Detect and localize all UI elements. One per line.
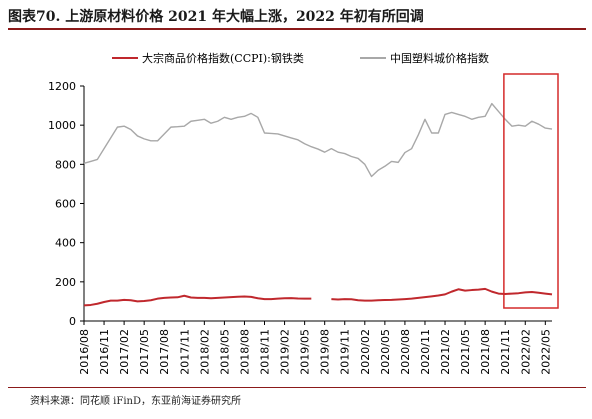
footer-divider <box>8 387 586 388</box>
x-tick-label: 2022/02 <box>519 329 532 375</box>
x-tick-label: 2019/11 <box>339 329 352 375</box>
legend-label-plastic: 中国塑料城价格指数 <box>390 51 489 65</box>
series-line-ccpi <box>83 287 553 307</box>
x-tick-label: 2020/05 <box>379 329 392 375</box>
series-layer <box>83 102 553 307</box>
legend-label-ccpi: 大宗商品价格指数(CCPI):钢铁类 <box>142 51 304 65</box>
y-tick-label: 400 <box>55 237 76 250</box>
x-tick-label: 2017/05 <box>138 329 151 375</box>
y-tick-label: 200 <box>55 276 76 289</box>
x-tick-label: 2020/08 <box>399 329 412 375</box>
chart-legend: 大宗商品价格指数(CCPI):钢铁类 中国塑料城价格指数 <box>112 51 489 65</box>
x-tick-label: 2018/08 <box>238 329 251 375</box>
y-tick-label: 1000 <box>48 119 76 132</box>
x-tick-label: 2021/08 <box>479 329 492 375</box>
x-tick-label: 2018/02 <box>198 329 211 375</box>
x-tick-label: 2022/05 <box>539 329 552 375</box>
source-note: 资料来源：同花顺 iFinD，东亚前海证券研究所 <box>30 396 241 407</box>
x-axis-ticks: 2016/08 2016/11 2017/02 2017/05 2017/08 2017/… <box>78 321 552 375</box>
x-tick-label: 2019/05 <box>299 329 312 375</box>
x-tick-label: 2016/08 <box>78 329 91 375</box>
x-tick-label: 2020/02 <box>359 329 372 375</box>
highlight-box <box>503 73 559 309</box>
y-tick-label: 0 <box>69 315 76 328</box>
y-axis-ticks: 0 200 400 600 800 1000 1200 <box>48 80 84 328</box>
x-tick-label: 2017/08 <box>158 329 171 375</box>
x-tick-label: 2018/11 <box>259 329 272 375</box>
y-tick-label: 1200 <box>48 80 76 93</box>
x-tick-label: 2018/05 <box>218 329 231 375</box>
x-tick-label: 2020/11 <box>419 329 432 375</box>
x-tick-label: 2019/08 <box>319 329 332 375</box>
x-tick-label: 2019/02 <box>279 329 292 375</box>
x-tick-label: 2021/05 <box>459 329 472 375</box>
y-tick-label: 600 <box>55 198 76 211</box>
title-divider <box>8 28 586 30</box>
highlight-layer <box>503 73 559 309</box>
chart-axes <box>83 86 552 322</box>
x-tick-label: 2017/02 <box>118 329 131 375</box>
page-title: 图表70. 上游原材料价格 2021 年大幅上涨，2022 年初有所回调 <box>8 9 424 25</box>
y-tick-label: 800 <box>55 158 76 171</box>
series-line-plastic <box>83 102 553 178</box>
x-tick-label: 2017/11 <box>178 329 191 375</box>
x-tick-label: 2021/02 <box>439 329 452 375</box>
x-tick-label: 2021/11 <box>499 329 512 375</box>
x-tick-label: 2016/11 <box>98 329 111 375</box>
